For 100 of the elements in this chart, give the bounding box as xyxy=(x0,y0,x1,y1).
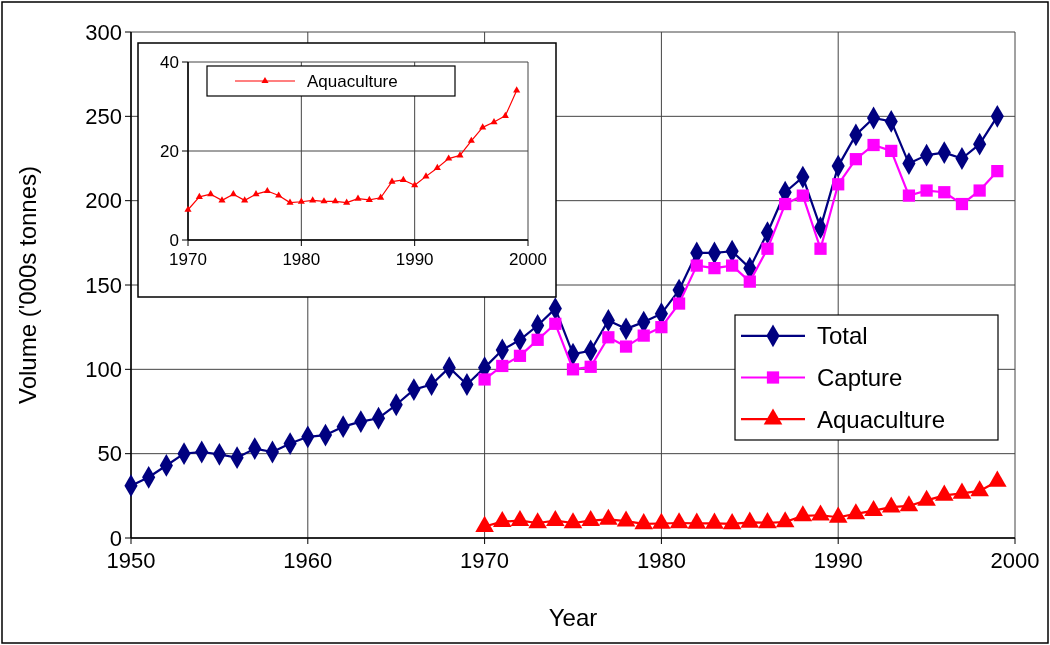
point xyxy=(740,511,760,528)
point xyxy=(881,496,901,513)
point xyxy=(549,317,562,330)
x-tick-label: 1980 xyxy=(636,548,686,573)
x-tick-label: 2000 xyxy=(990,548,1040,573)
point xyxy=(828,506,848,523)
point xyxy=(938,186,951,199)
point xyxy=(584,360,597,373)
point xyxy=(970,480,989,497)
legend-label: Capture xyxy=(817,363,903,391)
legend-label: Aquaculture xyxy=(817,405,946,433)
point xyxy=(207,190,215,197)
x-tick-label: 1950 xyxy=(106,548,156,573)
point xyxy=(388,177,396,184)
point xyxy=(885,144,898,158)
y-tick-label: 250 xyxy=(85,104,122,130)
point xyxy=(934,484,954,501)
point xyxy=(867,138,880,152)
point xyxy=(864,499,883,517)
point xyxy=(510,509,530,526)
point xyxy=(490,117,498,125)
point xyxy=(263,186,271,194)
point xyxy=(726,259,739,272)
point xyxy=(796,189,809,202)
point xyxy=(652,512,671,529)
point xyxy=(478,373,491,386)
point xyxy=(634,513,654,530)
y-tick-label: 20 xyxy=(160,141,179,161)
point xyxy=(846,503,866,520)
point xyxy=(475,515,494,532)
x-tick-label: 1990 xyxy=(813,548,863,573)
point xyxy=(456,151,464,158)
y-tick-label: 150 xyxy=(85,272,122,298)
x-axis-title: Year xyxy=(548,604,598,631)
point xyxy=(672,297,686,310)
point xyxy=(899,495,919,512)
point xyxy=(343,198,351,205)
y-tick-label: 50 xyxy=(97,441,122,467)
point xyxy=(705,512,724,529)
y-axis-title: Volume ('000s tonnes) xyxy=(14,165,41,405)
y-tick-label: 40 xyxy=(160,52,179,72)
point xyxy=(973,184,986,197)
point xyxy=(184,205,192,212)
point xyxy=(991,165,1004,178)
point xyxy=(513,349,527,362)
point xyxy=(377,193,385,200)
point xyxy=(619,340,633,353)
point xyxy=(775,511,795,528)
x-tick-label: 2000 xyxy=(509,250,547,269)
point xyxy=(902,189,916,202)
point xyxy=(602,331,615,344)
point xyxy=(546,509,565,526)
point xyxy=(365,195,373,203)
x-tick-label: 1970 xyxy=(460,548,510,573)
point xyxy=(496,359,509,373)
point xyxy=(793,505,813,522)
point xyxy=(849,153,862,166)
point xyxy=(779,197,792,211)
point xyxy=(599,508,618,525)
y-tick-label: 0 xyxy=(109,525,122,551)
point xyxy=(920,184,933,197)
point xyxy=(708,262,721,275)
point xyxy=(655,321,668,334)
point xyxy=(445,154,453,161)
x-tick-label: 1980 xyxy=(282,250,321,269)
point xyxy=(811,504,830,521)
point xyxy=(513,86,521,93)
point xyxy=(814,242,827,255)
point xyxy=(501,111,509,118)
point xyxy=(297,197,305,204)
point xyxy=(331,197,339,204)
point xyxy=(669,512,689,529)
point xyxy=(467,136,475,143)
legend-label: Total xyxy=(817,322,868,350)
point xyxy=(229,190,237,197)
point xyxy=(581,509,600,526)
point xyxy=(252,190,260,197)
legend-label: Aquaculture xyxy=(307,71,398,91)
point xyxy=(616,510,636,527)
point xyxy=(832,178,845,191)
point xyxy=(761,242,774,255)
y-tick-label: 100 xyxy=(85,357,122,383)
point xyxy=(354,194,362,201)
point xyxy=(195,192,203,199)
y-tick-label: 300 xyxy=(85,19,122,45)
point xyxy=(528,512,547,529)
point xyxy=(758,512,777,529)
point xyxy=(566,363,580,376)
point xyxy=(275,191,283,198)
x-tick-label: 1970 xyxy=(169,250,207,269)
point xyxy=(286,198,294,205)
point xyxy=(743,275,756,288)
point xyxy=(988,470,1007,487)
y-tick-label: 200 xyxy=(85,188,122,214)
x-tick-label: 1990 xyxy=(395,250,434,269)
point xyxy=(411,181,419,188)
point xyxy=(722,513,742,530)
x-tick-label: 1960 xyxy=(283,548,333,573)
point xyxy=(917,489,936,506)
point xyxy=(399,175,407,182)
